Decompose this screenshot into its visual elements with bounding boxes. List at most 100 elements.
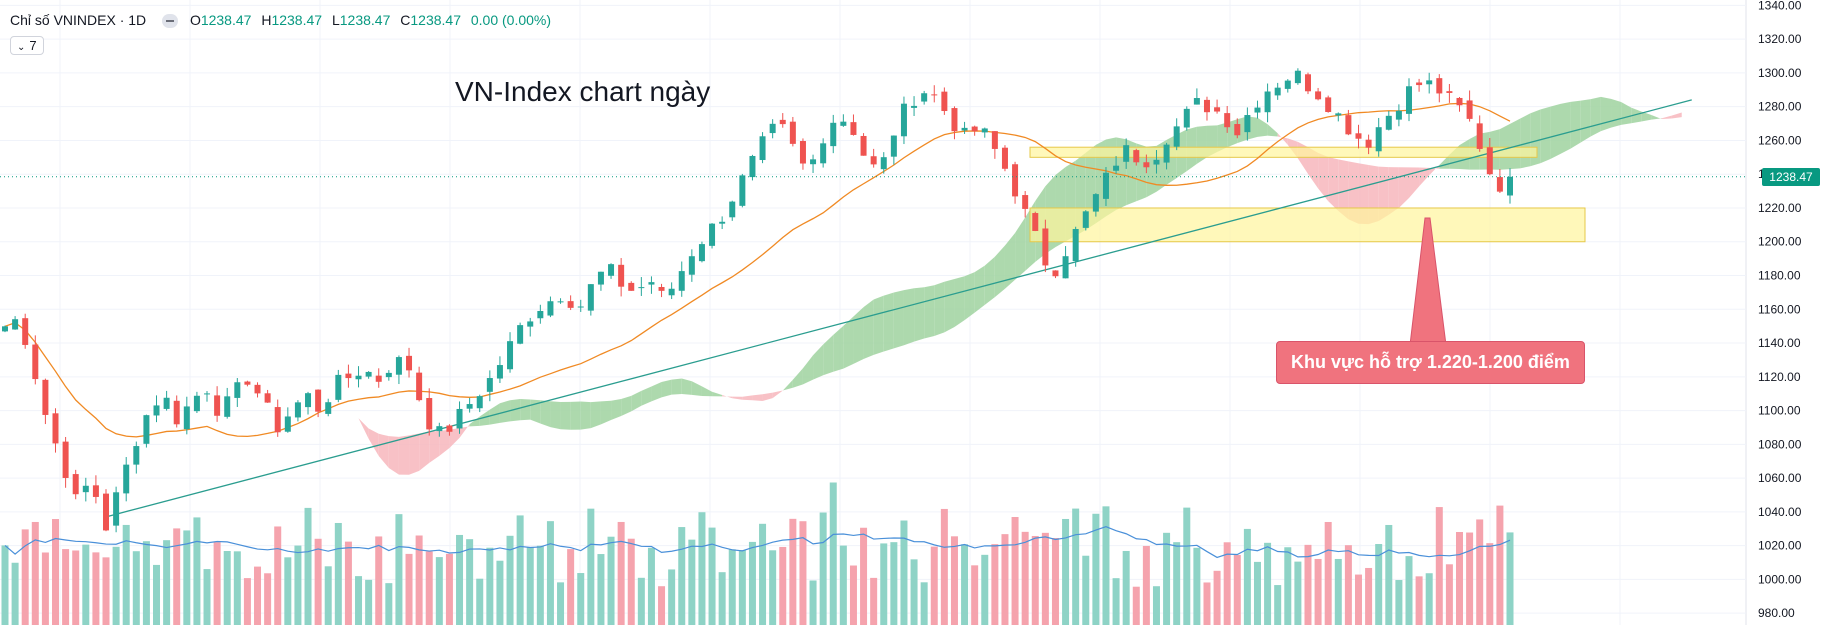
cloud-bullish-segment [1631, 107, 1642, 124]
y-tick-label: 1100.00 [1758, 404, 1801, 418]
cloud-bullish-segment [287, 330, 298, 343]
volume-bar [334, 522, 342, 625]
cloud-bullish-segment [631, 390, 642, 412]
y-tick-label: 1000.00 [1758, 572, 1802, 586]
candle-body [224, 396, 231, 417]
volume-bar [1173, 542, 1181, 625]
cloud-bullish-segment [893, 290, 904, 349]
cloud-bearish-segment [409, 433, 420, 475]
volume-bar [294, 545, 302, 625]
trend-line [105, 99, 1692, 518]
candle-body [1214, 107, 1221, 112]
candle-body [1345, 115, 1352, 135]
volume-bar [132, 551, 140, 625]
volume-bar [1344, 545, 1352, 625]
cloud-bullish-segment [974, 265, 985, 313]
support-zone-rect [1029, 146, 1538, 158]
candle-body [850, 122, 857, 135]
cloud-bullish-segment [1570, 100, 1581, 149]
cloud-bearish-segment [1318, 152, 1329, 202]
cloud-bullish-segment [813, 344, 824, 380]
y-tick-label: 1020.00 [1758, 539, 1802, 553]
volume-bar [314, 538, 322, 625]
volume-bar [688, 539, 696, 625]
volume-bar [1415, 576, 1423, 625]
candle-body [1405, 86, 1412, 114]
volume-bar [981, 554, 989, 625]
high-value: 1238.47 [271, 12, 323, 28]
cloud-bearish-segment [1338, 159, 1349, 220]
volume-bar [1314, 558, 1322, 625]
open-value: 1238.47 [200, 12, 252, 28]
volume-bar [163, 540, 171, 625]
cloud-bullish-segment [701, 386, 713, 397]
candle-body [547, 301, 554, 316]
candle-body [183, 406, 190, 430]
candle-body [921, 93, 928, 102]
candle-body [1385, 115, 1392, 130]
candle-body [1123, 145, 1130, 162]
hide-series-icon[interactable] [162, 14, 179, 29]
volume-bar [647, 547, 655, 625]
candle-body [1456, 97, 1463, 106]
cloud-bullish-segment [883, 292, 894, 352]
volume-bar [1243, 528, 1251, 625]
candle-body [1224, 113, 1231, 128]
volume-bar [355, 576, 363, 625]
candle-body [496, 365, 503, 379]
volume-bar [395, 514, 403, 625]
volume-bar [1506, 532, 1514, 625]
volume-bar [456, 534, 464, 625]
cloud-bullish-segment [600, 400, 612, 425]
volume-bar [365, 579, 373, 625]
y-tick-label: 1280.00 [1758, 100, 1802, 114]
volume-bar [102, 557, 110, 625]
candle-body [2, 326, 8, 332]
volume-bar [142, 541, 150, 625]
cloud-bullish-segment [843, 316, 854, 369]
candle-body [1416, 82, 1423, 86]
volume-bar [1284, 547, 1292, 625]
candle-body [1355, 133, 1362, 139]
cloud-bearish-segment [1277, 133, 1288, 145]
candle-body [416, 372, 423, 401]
cloud-bearish-segment [1661, 115, 1672, 120]
volume-bar [738, 550, 746, 625]
candle-body [1426, 80, 1433, 85]
cloud-bullish-segment [681, 378, 692, 395]
candle-body [42, 379, 49, 415]
symbol-title[interactable]: Chỉ số VNINDEX · 1D [10, 12, 147, 28]
candle-body [1254, 107, 1261, 113]
candle-body [840, 121, 847, 126]
candle-body [395, 357, 402, 375]
y-tick-label: 1200.00 [1758, 235, 1802, 249]
volume-bar [1072, 508, 1080, 625]
volume-bar [324, 566, 332, 625]
cloud-bullish-segment [1510, 118, 1521, 170]
candle-body [385, 372, 392, 378]
y-tick-label: 1300.00 [1758, 66, 1802, 80]
close-value: 1238.47 [410, 12, 461, 28]
volume-bar [1354, 574, 1362, 625]
volume-bar [1203, 582, 1211, 625]
y-tick-label: 1160.00 [1758, 302, 1801, 316]
candle-body [1375, 127, 1382, 152]
indicators-toggle-button[interactable]: ⌄ 7 [10, 36, 44, 55]
cloud-bullish-segment [1540, 106, 1551, 164]
candle-body [638, 287, 645, 289]
cloud-bullish-segment [944, 278, 955, 333]
volume-bar [1193, 547, 1201, 625]
y-tick-label: 1340.00 [1758, 0, 1802, 12]
volume-bar [254, 566, 262, 625]
cloud-bullish-segment [1015, 217, 1026, 280]
volume-bar [627, 538, 635, 625]
candle-body [810, 159, 817, 165]
volume-bar [839, 545, 847, 625]
cloud-bullish-segment [641, 386, 652, 406]
candle-body [880, 157, 887, 170]
cloud-bullish-segment [621, 395, 632, 416]
cloud-bullish-segment [560, 401, 571, 430]
volume-bar [415, 535, 423, 625]
volume-bar [930, 546, 938, 625]
